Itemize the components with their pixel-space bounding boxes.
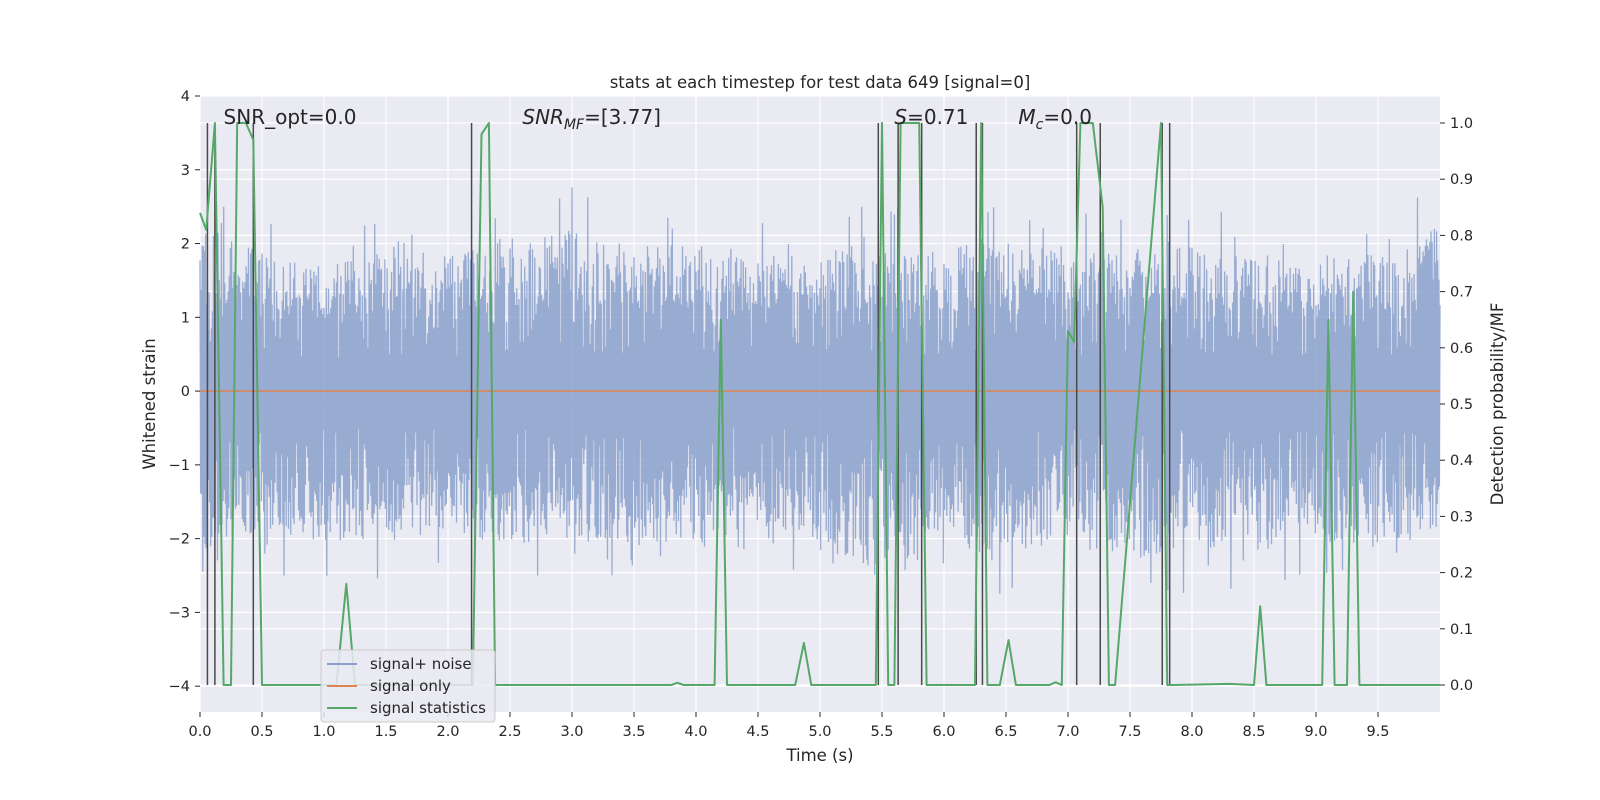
y-left-tick-label: −2 [169, 532, 190, 548]
x-axis-ticks: 0.0 0.5 1.0 1.5 2.0 2.5 3.0 3.5 4.0 4.5 5.0 5.5 6.0 6… [188, 712, 1390, 740]
y-right-tick-label: 0.5 [1450, 397, 1473, 413]
x-tick-label: 8.5 [1242, 724, 1265, 740]
x-tick-label: 9.5 [1366, 724, 1389, 740]
x-tick-label: 2.5 [498, 724, 521, 740]
x-tick-label: 8.0 [1180, 724, 1203, 740]
y-left-tick-label: 3 [181, 163, 190, 179]
y-right-tick-label: 0.1 [1450, 622, 1473, 638]
annotations: SNR_opt=0.0 SNRMF=[3.77] S=0.71 Mc=0.0 [224, 105, 1092, 133]
y-left-tick-label: 2 [181, 237, 190, 253]
x-tick-label: 3.5 [622, 724, 645, 740]
y-right-tick-label: 0.4 [1450, 453, 1473, 469]
x-tick-label: 6.5 [994, 724, 1017, 740]
x-tick-label: 0.5 [250, 724, 273, 740]
x-tick-label: 9.0 [1304, 724, 1327, 740]
y-right-tick-label: 0.6 [1450, 341, 1473, 357]
x-tick-label: 3.0 [560, 724, 583, 740]
x-tick-label: 5.0 [808, 724, 831, 740]
legend-label-signal: signal only [370, 677, 451, 695]
legend-box [320, 649, 496, 723]
x-axis-label: Time (s) [785, 746, 853, 765]
annotation-text: S=0.71 [894, 105, 968, 129]
y-right-tick-label: 1.0 [1450, 116, 1473, 132]
y-right-axis-label: Detection probability/MF [1488, 303, 1507, 506]
x-tick-label: 2.0 [436, 724, 459, 740]
y-left-tick-label: −3 [169, 605, 190, 621]
x-tick-label: 0.0 [188, 724, 211, 740]
y-left-tick-label: 1 [181, 310, 190, 326]
y-left-tick-label: 4 [181, 89, 190, 105]
y-left-tick-label: −1 [169, 458, 190, 474]
x-tick-label: 1.0 [312, 724, 335, 740]
y-right-tick-label: 0.3 [1450, 509, 1473, 525]
y-right-tick-label: 0.7 [1450, 285, 1473, 301]
chart-title: stats at each timestep for test data 649… [610, 73, 1031, 92]
x-tick-label: 7.0 [1056, 724, 1079, 740]
legend-label-noise: signal+ noise [370, 655, 472, 673]
legend-label-statistics: signal statistics [370, 699, 486, 717]
x-tick-label: 5.5 [870, 724, 893, 740]
x-tick-label: 1.5 [374, 724, 397, 740]
y-left-tick-label: −4 [169, 679, 190, 695]
annotation-text: Mc=0.0 [1018, 105, 1092, 133]
y-right-tick-label: 0.2 [1450, 566, 1473, 582]
y-right-tick-label: 0.0 [1450, 678, 1473, 694]
x-tick-label: 4.0 [684, 724, 707, 740]
annotation-text: SNRMF=[3.77] [522, 105, 661, 133]
x-tick-label: 6.0 [932, 724, 955, 740]
x-tick-label: 7.5 [1118, 724, 1141, 740]
y-left-axis-ticks: 4 3 2 1 0 −1 −2 −3 −4 [169, 89, 200, 695]
annotation-text: SNR_opt=0.0 [224, 105, 357, 129]
y-left-tick-label: 0 [181, 384, 190, 400]
legend: signal+ noise signal only signal statist… [320, 649, 496, 723]
y-right-tick-label: 0.8 [1450, 228, 1473, 244]
x-tick-label: 4.5 [746, 724, 769, 740]
y-right-tick-label: 0.9 [1450, 172, 1473, 188]
y-left-axis-label: Whitened strain [140, 338, 159, 469]
y-right-axis-ticks: 0.0 0.1 0.2 0.3 0.4 0.5 0.6 0.7 0.8 0.9 1.0 [1440, 116, 1473, 694]
